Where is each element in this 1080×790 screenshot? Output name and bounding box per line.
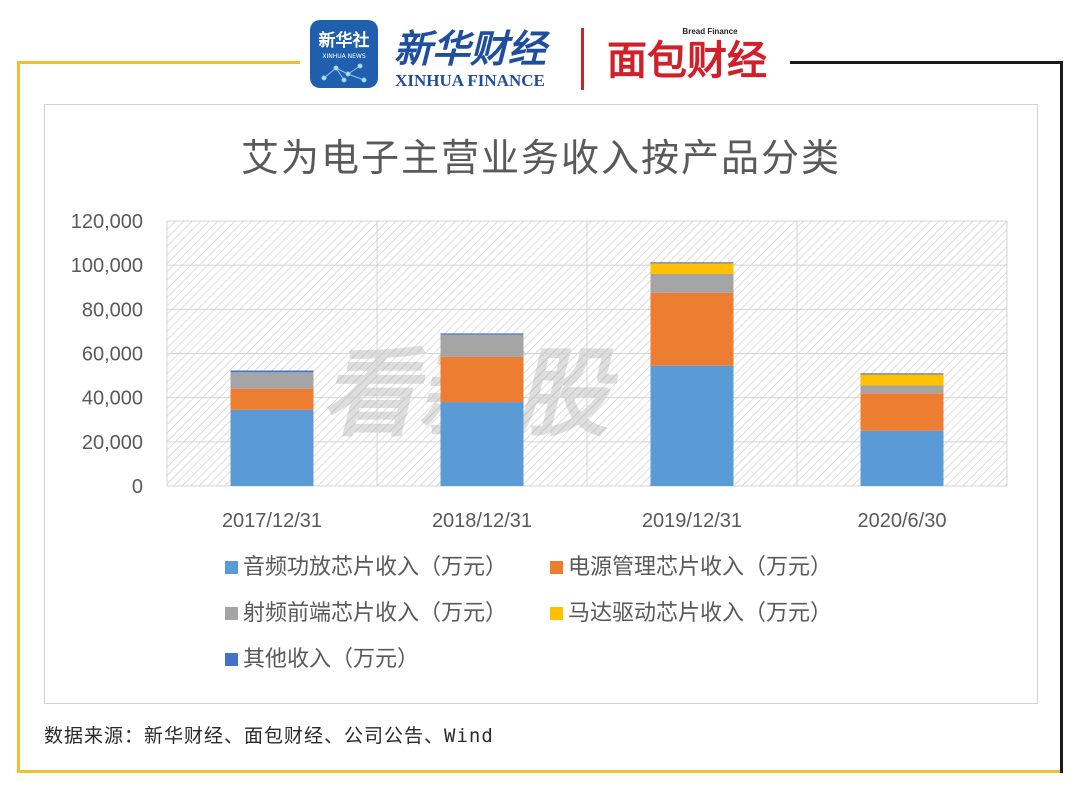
bar-segment: [440, 356, 524, 403]
legend-swatch: [225, 561, 238, 574]
y-tick-label: 100,000: [71, 255, 143, 277]
bar-segment: [650, 292, 734, 366]
bar-segment: [650, 274, 734, 293]
bar-segment: [860, 430, 944, 486]
y-tick-label: 60,000: [82, 344, 143, 366]
xinhua-finance-english: XINHUA FINANCE: [395, 71, 545, 90]
xinhua-news-logo-text: 新华社: [319, 30, 370, 51]
legend-label: 其他收入（万元）: [243, 647, 419, 672]
frame-top-right-dark: [790, 61, 1063, 64]
bread-finance-name: 面包财经: [607, 38, 767, 84]
y-tick-label: 80,000: [82, 299, 143, 321]
legend-swatch: [225, 607, 238, 620]
x-tick-label: 2018/12/31: [432, 510, 532, 532]
y-tick-label: 40,000: [82, 388, 143, 410]
bar-segment: [860, 393, 944, 431]
frame-left-gold: [17, 61, 20, 773]
bread-finance-english: Bread Finance: [682, 27, 738, 36]
stacked-bar-chart: 艾为电子主营业务收入按产品分类 看新股 020,00040,00060,0008…: [71, 136, 1008, 672]
bar-segment: [860, 385, 944, 394]
x-tick-label: 2017/12/31: [222, 510, 322, 532]
logo-divider: [581, 28, 584, 90]
bar-segment: [230, 409, 314, 486]
x-tick-label: 2020/6/30: [858, 510, 947, 532]
header-logos: 新华社 XINHUA NEWS 新华财经 XINHUA FINANCE: [300, 14, 790, 94]
source-note: 数据来源：新华财经、面包财经、公司公告、Wind: [44, 725, 494, 747]
bar-segment: [650, 365, 734, 486]
bar-segment: [860, 373, 944, 375]
bread-finance-logo: Bread Finance 面包财经: [607, 27, 767, 84]
bar-segment: [230, 388, 314, 410]
legend-label: 音频功放芯片收入（万元）: [243, 555, 507, 580]
bar-segment: [230, 372, 314, 389]
xinhua-news-logo-subtext: XINHUA NEWS: [322, 53, 365, 60]
frame-top-left-gold: [17, 61, 307, 64]
bar-segment: [650, 263, 734, 274]
xinhua-finance-logo: 新华财经 XINHUA FINANCE: [394, 26, 551, 90]
y-tick-label: 0: [132, 476, 143, 498]
bar-segment: [440, 334, 524, 357]
chart-panel: 艾为电子主营业务收入按产品分类 看新股 020,00040,00060,0008…: [44, 104, 1038, 704]
x-tick-label: 2019/12/31: [642, 510, 742, 532]
bar-segment: [440, 333, 524, 335]
bar-segment: [440, 402, 524, 486]
frame-right-dark: [1060, 61, 1063, 773]
legend-label: 马达驱动芯片收入（万元）: [568, 601, 832, 626]
y-tick-label: 20,000: [82, 432, 143, 454]
legend-label: 电源管理芯片收入（万元）: [568, 555, 832, 580]
bar-segment: [860, 374, 944, 386]
legend-swatch: [550, 561, 563, 574]
frame-bottom-gold: [17, 770, 1063, 773]
bar-segment: [650, 262, 734, 264]
legend-swatch: [225, 653, 238, 666]
legend-swatch: [550, 607, 563, 620]
chart-title: 艾为电子主营业务收入按产品分类: [241, 136, 841, 180]
legend-label: 射频前端芯片收入（万元）: [243, 601, 507, 626]
y-tick-label: 120,000: [71, 211, 143, 233]
xinhua-finance-name: 新华财经: [394, 26, 551, 71]
bar-segment: [230, 370, 314, 373]
xinhua-news-logo: 新华社 XINHUA NEWS: [310, 20, 378, 88]
